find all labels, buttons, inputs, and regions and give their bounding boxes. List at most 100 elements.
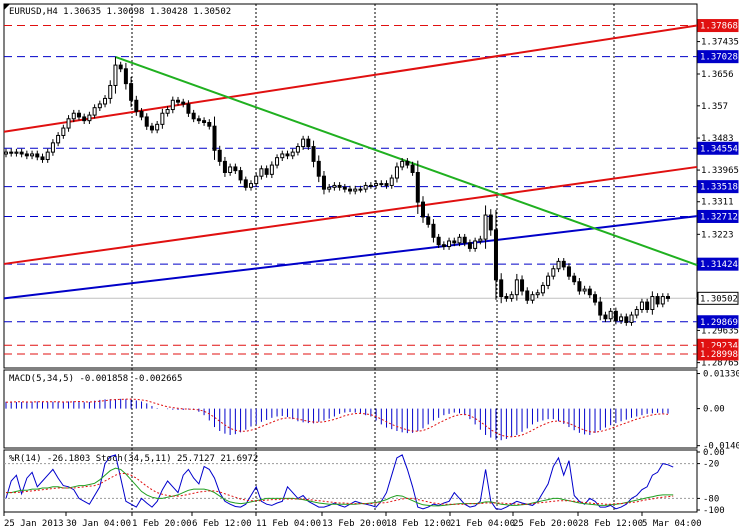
candle-body [566,266,571,277]
candle-body [389,177,394,186]
candle-body [321,175,326,190]
price-axis-label: 1.3483 [701,134,734,144]
price-level-label: 1.28998 [700,350,738,360]
candle-body [290,151,295,157]
time-axis-label: 25 Feb 20:00 [513,519,578,529]
candle-body [264,168,269,175]
blue-trend-line[interactable] [3,215,698,300]
candle-body [259,168,264,177]
price-axis-label: 1.37435 [701,38,739,48]
macd-axis-label: -0.014063 [703,442,739,452]
candle-body [61,127,66,136]
candle-body [103,97,108,105]
candle-body [540,284,545,294]
candle-body [348,188,353,192]
macd-axis-label: 0.013308 [703,370,739,380]
time-axis-label: 21 Feb 04:00 [450,519,515,529]
candle-body [76,112,81,118]
candle-body [394,166,399,179]
candle-body [666,296,670,299]
time-axis-label: 13 Feb 20:00 [322,519,387,529]
candle-body [421,201,426,218]
candle-body [514,279,519,296]
candle-body [306,138,311,148]
candle-body [358,188,363,191]
candle-body [87,114,92,122]
candle-body [243,179,248,188]
candle-body [410,164,415,173]
price-level-badge [697,209,739,223]
candle-body [82,116,87,122]
price-level-badge [697,50,739,64]
macd-axis-label: 0.00 [703,405,725,415]
price-level-label: 1.33518 [700,183,738,193]
candle-body [353,188,358,192]
candle-body [431,223,436,238]
candle-body [504,296,509,299]
williams-r-line [5,454,674,510]
price-axis-label: 1.28765 [701,359,739,369]
candle-body [650,296,655,310]
candle-body [499,279,504,298]
time-axis-label: 11 Feb 04:00 [256,519,321,529]
time-axis-label: 25 Jan 2013 [4,519,64,529]
candle-body [4,151,8,155]
candle-body [269,164,274,175]
candle-body [311,146,316,162]
candle-body [561,260,566,268]
candle-body [295,146,300,153]
candle-body [598,301,603,316]
red-trend-line[interactable] [3,165,698,265]
price-level-badge [697,257,739,271]
price-level-label: 1.29234 [700,341,738,351]
panel-corner-marker [4,4,10,10]
candle-body [129,83,134,101]
candle-body [436,236,441,246]
candle-body [207,121,212,127]
candle-body [363,184,368,190]
candle-body [520,279,525,292]
candle-body [488,214,493,231]
macd-title: MACD(5,34,5) -0.001858 -0.002665 [9,374,182,384]
candle-body [603,314,608,320]
candle-body [551,268,556,277]
candle-body [660,296,665,305]
candle-body [35,153,40,158]
candle-body [71,112,76,120]
time-axis-label: 18 Feb 12:00 [386,519,451,529]
candle-body [113,64,118,86]
price-level-badge [697,141,739,155]
candle-body [238,170,243,181]
stochastic-signal-line [6,473,674,505]
candle-body [254,175,259,185]
candle-body [233,166,238,172]
candle-body [613,310,618,322]
price-level-label: 1.32712 [700,212,738,222]
candle-body [473,240,478,249]
candle-body [577,281,582,292]
time-axis-label: 6 Feb 12:00 [192,519,252,529]
stochastic-main-line [6,467,674,507]
price-panel-frame [3,3,698,369]
candle-body [467,242,472,249]
candle-body [624,316,629,323]
candle-body [40,156,45,161]
price-level-label: 1.29869 [700,318,738,328]
candle-body [160,112,165,125]
candle-body [608,310,613,320]
red-trend-line[interactable] [3,24,698,133]
oscillator-axis-label: -20 [703,460,719,470]
candle-body [556,260,561,270]
candle-body [400,160,405,168]
candle-body [587,288,592,296]
time-axis-label: 5 Mar 04:00 [642,519,702,529]
candle-body [368,184,373,187]
candle-body [92,107,97,116]
candle-body [342,186,347,190]
price-axis-label: 1.3656 [701,70,734,80]
candle-body [452,240,457,244]
candle-body [280,153,285,159]
time-axis-label: 28 Feb 12:00 [578,519,643,529]
price-level-badge [697,19,739,33]
candle-body [384,183,389,186]
